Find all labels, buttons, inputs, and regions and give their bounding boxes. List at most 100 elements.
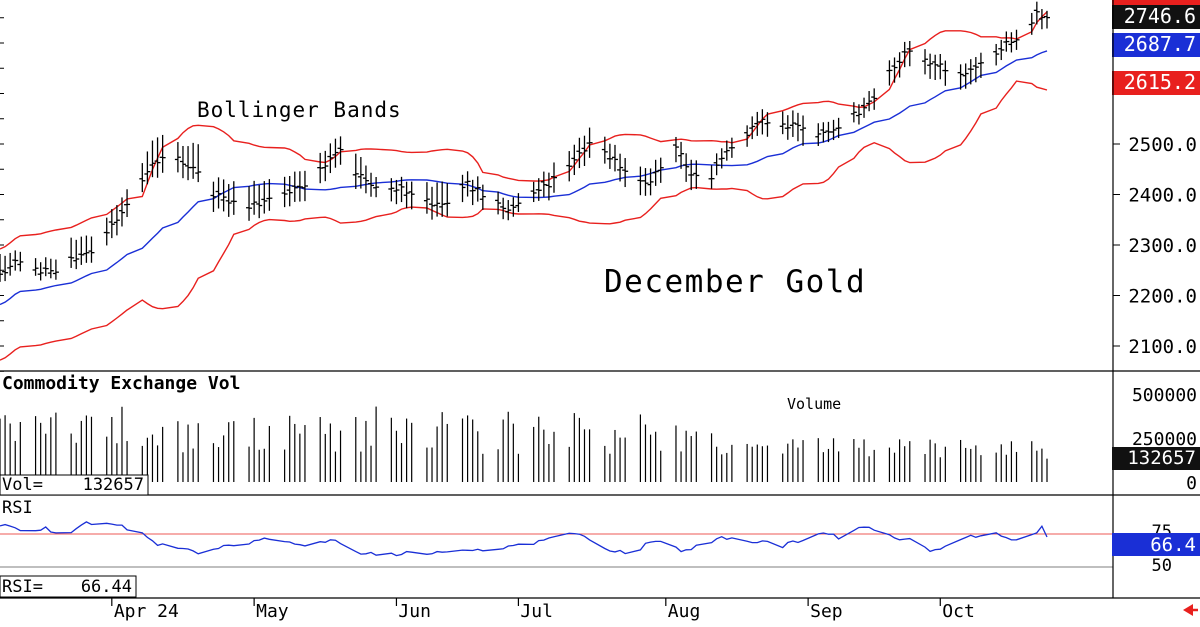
price-bar [398,176,405,203]
price-bar [708,165,715,189]
price-bar [225,184,232,217]
price-bar [281,176,288,208]
price-bar [32,258,39,276]
price-bar [429,186,436,220]
price-bar [362,165,369,194]
price-bar [967,59,974,85]
price-bar [1028,12,1035,35]
price-bar [154,137,161,178]
price-bar [545,172,552,201]
price-bar [794,112,801,142]
price-bar [540,171,547,197]
volume-tick-label: 250000 [1132,429,1197,450]
price-bar [195,144,202,183]
price-bar [215,177,222,209]
price-bar [581,135,588,166]
price-tick-label: 2400.0 [1128,185,1197,207]
price-bar [922,49,929,75]
price-bar [830,119,837,141]
price-bar [103,217,110,246]
scroll-left-arrow-icon[interactable] [1183,604,1193,616]
price-bar [291,171,298,202]
price-bar [423,182,430,214]
price-bar [515,193,522,213]
price-bar [7,252,14,276]
price-bar [185,146,192,181]
price-bar [2,255,9,282]
price-bar [1003,31,1010,52]
rsi-last-value: 66.4 [1150,534,1196,556]
price-bar [42,257,49,277]
rsi-line [0,521,1048,557]
price-bar [896,52,903,78]
price-bar [998,39,1005,61]
lower-band-path [0,80,1048,361]
price-bar [1033,1,1040,25]
price-bar [728,137,735,158]
price-tick-label: 2300.0 [1128,235,1197,257]
price-bar [139,163,146,193]
ma-value: 2687.7 [1124,32,1196,56]
price-bar [439,181,446,217]
price-bar [73,239,80,270]
price-bar [586,127,593,158]
price-bar [891,57,898,83]
month-label: May [256,601,289,622]
price-bar [403,181,410,209]
month-label: Aug [668,601,701,622]
rsi-last-tag [1112,533,1200,556]
volume-readout-value: 132657 [83,475,144,495]
price-bars [0,1,1050,282]
price-bar [459,174,466,203]
price-bar [784,115,791,140]
upper-tag-sliver [1112,0,1200,6]
price-bar [672,136,679,163]
price-bar [718,148,725,169]
ma-tag [1112,33,1200,57]
month-label: Sep [810,601,843,622]
upper-bollinger-band [0,11,1048,250]
price-bar [571,144,578,176]
price-bar [174,142,181,173]
price-bar [266,179,273,211]
price-bar [866,91,873,112]
price-bar [652,159,659,186]
rsi-readout-box [0,575,137,598]
price-bar [179,145,186,179]
price-bar [815,123,822,146]
price-bar [78,236,85,265]
price-bar [937,53,944,80]
price-bar [0,254,3,282]
price-bar [12,250,19,271]
price-bar [764,112,771,137]
price-bar [942,60,949,86]
volume-axis: 500000 250000 0 [1132,385,1197,494]
volume-bars [0,406,1048,482]
bollinger-bands-label: Bollinger Bands [197,98,402,122]
price-bar [800,115,807,146]
price-bar [1008,32,1015,53]
price-bar [118,197,125,227]
price-bar [88,236,95,263]
lower-band-value: 2615.2 [1124,70,1196,94]
price-bar [606,143,613,169]
price-bar [108,209,115,239]
rsi-readout-label: RSI= [2,577,43,597]
price-bar [332,138,339,168]
price-bar [713,153,720,176]
price-bar [337,136,344,165]
price-bar [1044,10,1050,29]
price-tick-label: 2100.0 [1128,336,1197,358]
price-bar [657,157,664,183]
volume-last-value: 132657 [1127,447,1196,469]
price-bar [647,168,654,196]
volume-tick-label: 0 [1186,473,1197,494]
price-bar [327,143,334,174]
price-bar [210,181,217,212]
lower-bollinger-band [0,80,1048,361]
price-bar [744,125,751,147]
volume-last-tag [1112,447,1200,470]
price-bar [1038,9,1045,30]
price-bar [1013,29,1020,50]
